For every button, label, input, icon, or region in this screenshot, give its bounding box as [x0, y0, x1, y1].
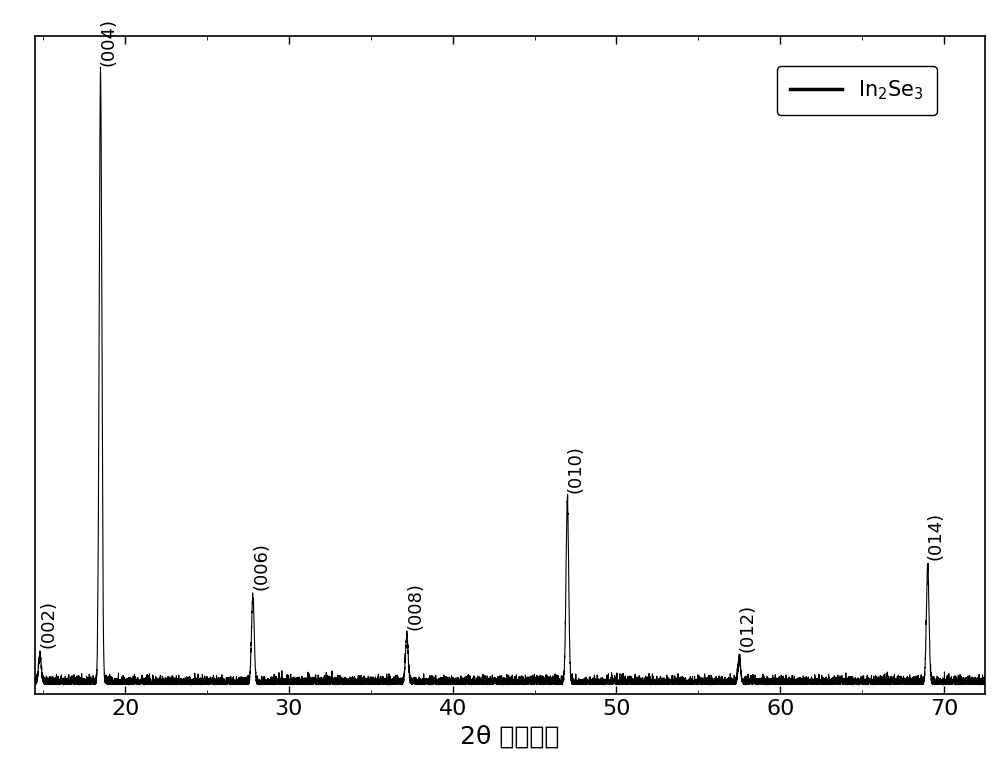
Text: (004): (004) — [100, 18, 118, 65]
Text: (014): (014) — [927, 512, 945, 559]
Text: (012): (012) — [738, 605, 757, 652]
Text: (008): (008) — [406, 582, 424, 629]
Text: (010): (010) — [567, 445, 585, 492]
X-axis label: 2θ 角（度）: 2θ 角（度） — [460, 724, 560, 749]
Text: (002): (002) — [39, 600, 57, 648]
Text: (006): (006) — [252, 542, 270, 590]
Legend: In$_2$Se$_3$: In$_2$Se$_3$ — [777, 66, 937, 115]
